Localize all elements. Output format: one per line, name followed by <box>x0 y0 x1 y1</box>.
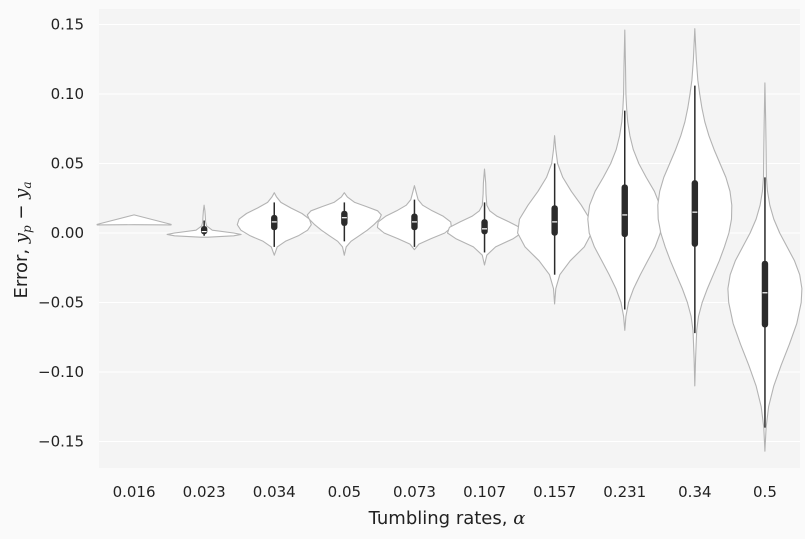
y-tick-labels: −0.15 −0.10 −0.05 0.00 0.05 0.10 0.15 <box>38 16 84 451</box>
y-tick-label: 0.15 <box>51 16 84 34</box>
y-tick-label: 0.10 <box>51 85 84 103</box>
y-tick-label: −0.15 <box>38 433 84 451</box>
y-axis-label: Error, yp − ya <box>11 181 34 298</box>
x-axis-label: Tumbling rates, α <box>368 508 526 529</box>
x-tick-label: 0.5 <box>753 483 777 501</box>
x-tick-label: 0.34 <box>678 483 711 501</box>
violin-iqr-box <box>271 214 278 231</box>
y-tick-label: 0.05 <box>51 155 84 173</box>
violin-iqr-box <box>761 260 769 328</box>
x-tick-label: 0.016 <box>113 483 156 501</box>
violin-0.023 <box>166 204 242 238</box>
violin-0.157 <box>517 135 593 305</box>
violin-iqr-box <box>341 210 348 227</box>
violin-0.5 <box>727 82 803 452</box>
x-tick-label: 0.05 <box>328 483 361 501</box>
x-tick-label: 0.107 <box>463 483 506 501</box>
violin-0.231 <box>587 29 663 331</box>
violin-0.016 <box>96 214 172 226</box>
violin-0.073 <box>376 185 452 251</box>
x-tick-label: 0.023 <box>183 483 226 501</box>
y-tick-label: −0.10 <box>38 363 84 381</box>
violin-0.05 <box>306 192 382 256</box>
violins <box>96 28 803 452</box>
violin-0.107 <box>446 168 523 266</box>
violin-iqr-box <box>200 226 208 235</box>
y-tick-label: −0.05 <box>38 294 84 312</box>
y-tick-label: 0.00 <box>51 224 84 242</box>
x-tick-label: 0.231 <box>603 483 646 501</box>
violin-0.034 <box>236 192 312 256</box>
violin-body <box>96 214 172 226</box>
x-tick-label: 0.157 <box>533 483 576 501</box>
x-tick-label: 0.034 <box>253 483 296 501</box>
violin-iqr-box <box>691 180 699 247</box>
x-tick-labels: 0.016 0.023 0.034 0.05 0.073 0.107 0.157 0.231 0… <box>113 483 777 501</box>
violin-0.34 <box>657 28 733 387</box>
violin-iqr-box <box>481 219 488 235</box>
violin-iqr-box <box>621 184 628 238</box>
x-tick-label: 0.073 <box>393 483 436 501</box>
violin-iqr-box <box>551 205 558 236</box>
